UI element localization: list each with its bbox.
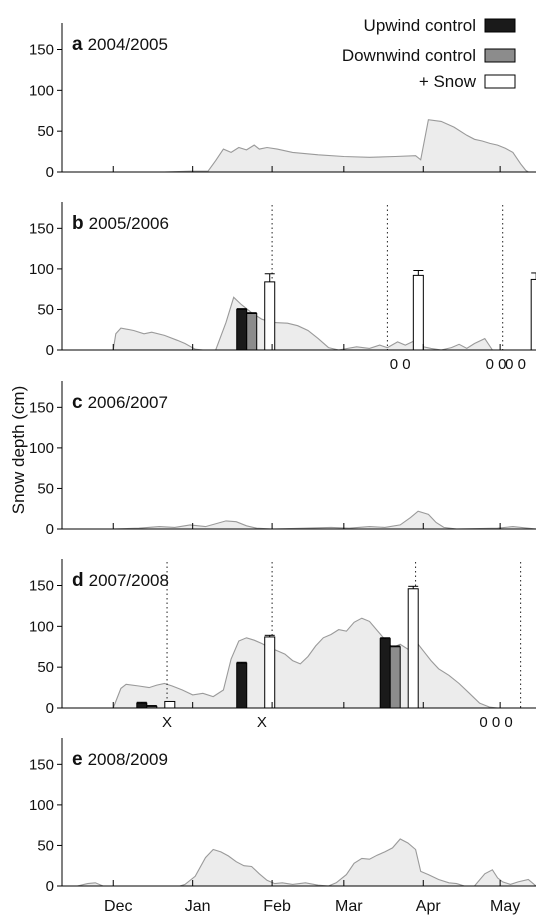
snow-depth-area — [113, 119, 536, 172]
measurement-note: 0 0 — [505, 356, 526, 373]
panel-c: 0 50 100 150 c 2006/2007 — [29, 381, 536, 538]
month-label: Dec — [104, 898, 132, 915]
bar-snow — [530, 278, 536, 351]
y-tick-label: 150 — [29, 42, 54, 59]
measurement-note: X — [257, 714, 267, 731]
panel-title: d 2007/2008 — [72, 570, 169, 591]
y-tick-label: 50 — [37, 301, 54, 318]
snow-depth-area — [77, 839, 536, 886]
season-label: 2008/2009 — [88, 750, 168, 769]
bar-snow — [412, 274, 424, 351]
y-tick-label: 50 — [37, 480, 54, 497]
snow-depth-line — [113, 119, 536, 173]
measurement-note: 0 0 0 — [479, 714, 512, 731]
y-tick-label: 0 — [46, 878, 54, 895]
y-tick-label: 100 — [29, 261, 54, 278]
panel-title: c 2006/2007 — [72, 392, 168, 413]
snow-depth-area — [113, 297, 536, 350]
snow-depth-area — [113, 618, 536, 708]
y-tick-label: 100 — [29, 82, 54, 99]
y-tick-label: 150 — [29, 220, 54, 237]
panels-group: 0 50 100 150 a 2004/2005 0 50 100 150 b 2005/2006 0 … — [29, 23, 536, 895]
y-tick-label: 0 — [46, 164, 54, 181]
snow-depth-line — [112, 296, 536, 351]
legend-swatch — [484, 18, 516, 33]
measurement-note: X — [162, 714, 172, 731]
month-label: May — [490, 898, 520, 915]
legend: Upwind control Downwind control + Snow — [342, 16, 516, 91]
legend-swatch — [484, 74, 516, 89]
measurement-note: 0 0 — [486, 356, 507, 373]
panel-letter: e — [72, 749, 83, 770]
month-label: Apr — [416, 898, 442, 915]
panel-title: a 2004/2005 — [72, 34, 168, 55]
y-tick-label: 50 — [37, 123, 54, 140]
panel-a: 0 50 100 150 a 2004/2005 — [29, 23, 536, 181]
month-label: Jan — [185, 898, 211, 915]
panel-e: 0 50 100 150 e 2008/2009 — [29, 738, 536, 895]
bar-snow — [407, 588, 419, 709]
y-tick-label: 100 — [29, 618, 54, 635]
bar-snow — [264, 281, 276, 351]
bar-downwind — [389, 646, 401, 709]
y-tick-label: 150 — [29, 399, 54, 416]
y-tick-label: 0 — [46, 521, 54, 538]
y-tick-label: 100 — [29, 440, 54, 457]
snow-depth-line — [77, 838, 536, 887]
bar-snow — [264, 636, 276, 709]
season-label: 2007/2008 — [89, 571, 169, 590]
month-labels: Dec Jan Feb Mar Apr May — [104, 898, 520, 915]
bar-upwind — [236, 308, 248, 351]
y-tick-label: 0 — [46, 342, 54, 359]
panel-letter: a — [72, 34, 83, 55]
panel-letter: c — [72, 392, 83, 413]
y-tick-label: 0 — [46, 700, 54, 717]
y-axis-label: Snow depth (cm) — [9, 386, 28, 515]
y-tick-label: 150 — [29, 756, 54, 773]
panel-title: b 2005/2006 — [72, 213, 169, 234]
month-label: Mar — [335, 898, 363, 915]
panel-letter: d — [72, 570, 84, 591]
y-tick-label: 100 — [29, 797, 54, 814]
measurement-note: 0 0 — [390, 356, 411, 373]
y-tick-label: 50 — [37, 837, 54, 854]
bar-snow — [164, 700, 176, 709]
panel-d: 0 50 100 150 d 2007/2008 X X 0 0 0 — [29, 559, 536, 731]
bar-upwind — [236, 662, 248, 709]
y-tick-label: 50 — [37, 659, 54, 676]
bar-downwind — [246, 313, 258, 351]
legend-swatch — [484, 48, 516, 63]
season-label: 2004/2005 — [88, 35, 168, 54]
legend-label: Downwind control — [342, 46, 476, 65]
y-tick-label: 150 — [29, 578, 54, 595]
panel-letter: b — [72, 213, 84, 234]
legend-label: Upwind control — [364, 16, 476, 35]
month-label: Feb — [263, 898, 291, 915]
bar-upwind — [379, 638, 391, 709]
snow-depth-line — [112, 617, 536, 709]
season-label: 2005/2006 — [89, 214, 169, 233]
bar-upwind — [136, 702, 148, 709]
season-label: 2006/2007 — [88, 393, 168, 412]
legend-label: + Snow — [419, 72, 477, 91]
panel-title: e 2008/2009 — [72, 749, 168, 770]
snow-depth-line — [113, 510, 536, 530]
snow-depth-area — [113, 511, 536, 529]
